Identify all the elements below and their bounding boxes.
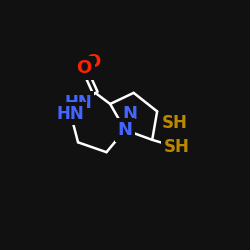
Text: HN: HN <box>57 105 84 123</box>
Text: SH: SH <box>162 114 188 132</box>
Text: HN: HN <box>64 94 92 112</box>
Text: O: O <box>76 59 92 77</box>
Text: N: N <box>118 121 132 139</box>
Text: O: O <box>85 53 100 71</box>
Text: SH: SH <box>164 138 190 156</box>
Text: N: N <box>122 105 138 123</box>
